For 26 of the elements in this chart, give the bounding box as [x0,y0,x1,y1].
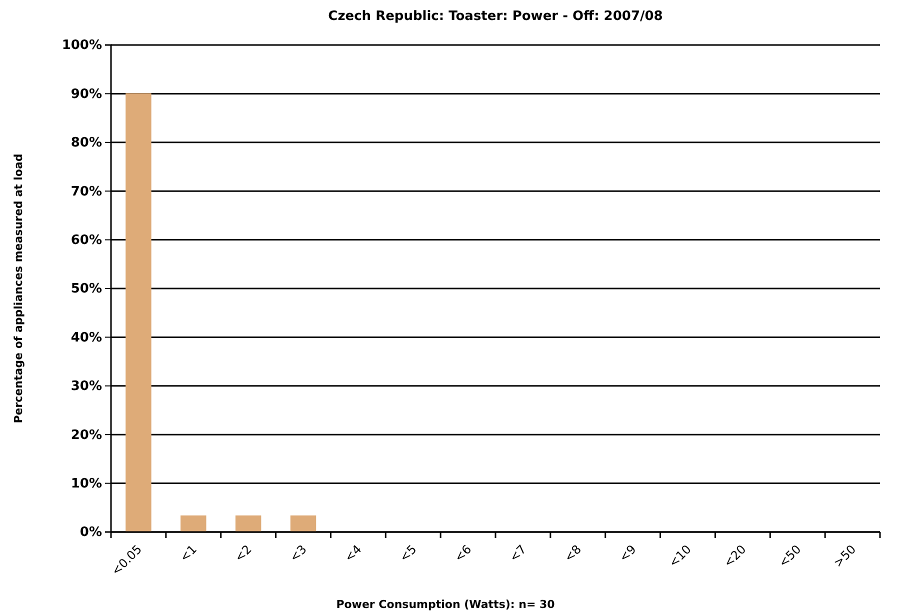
y-tick-label: 60% [70,232,102,248]
y-tick-label: 50% [70,282,102,297]
x-tick-label: <8 [562,542,584,565]
y-tick-label: 30% [70,379,102,394]
x-tick-label: <20 [720,542,749,570]
y-tick-label: 80% [70,136,102,151]
x-tick-label: <7 [506,542,530,565]
x-tick-label: <5 [396,542,420,565]
y-axis-title: Percentage of appliances measured at load [12,154,25,424]
y-tick-label: 70% [70,184,102,200]
x-axis-title: Power Consumption (Watts): n= 30 [336,598,556,611]
y-tick-label: 0% [80,525,102,540]
x-tick-label: <2 [232,542,254,565]
x-tick-label: <1 [177,542,200,565]
chart-title: Czech Republic: Toaster: Power - Off: 2007/08 [328,9,663,24]
x-tick-label: <50 [776,542,804,570]
x-tick-label: <3 [286,542,310,565]
x-tick-label: <6 [452,542,474,565]
x-tick-label: <10 [666,542,694,570]
y-tick-label: 100% [62,38,102,54]
y-tick-label: 90% [70,86,102,102]
y-tick-label: 20% [70,428,102,443]
x-tick-label: <4 [342,542,364,565]
x-tick-label: <9 [616,542,639,565]
y-tick-label: 40% [70,330,102,346]
y-tick-label: 10% [70,476,102,492]
